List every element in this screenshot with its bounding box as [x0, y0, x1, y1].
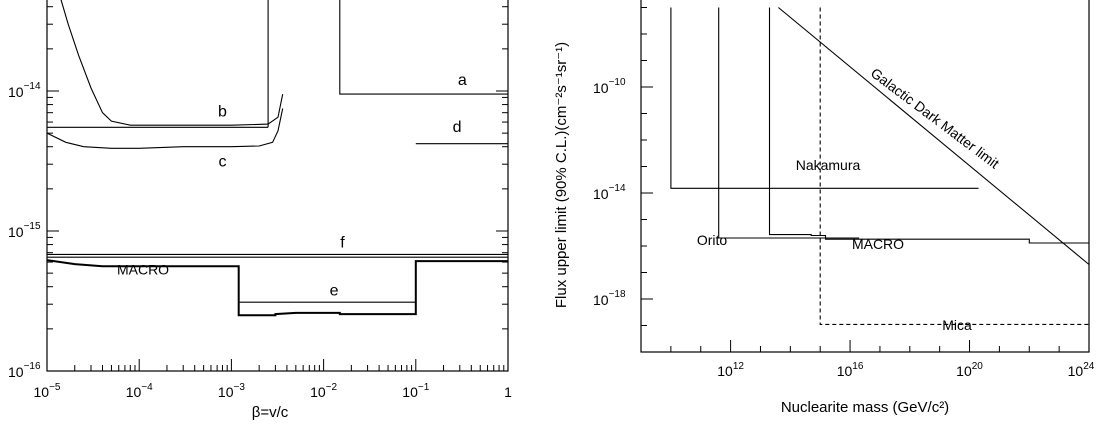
left-y-tick-label: 10−14 — [8, 81, 41, 100]
right-label-mica: Mica — [942, 317, 972, 333]
left-plot-frame — [46, 0, 509, 372]
right-label-galactic-dark-matter-limit: Galactic Dark Matter limit — [868, 65, 1003, 172]
left-series-c-lower — [46, 108, 284, 149]
left-x-tick-label: 1 — [504, 384, 512, 400]
right-x-tick-label: 1020 — [956, 361, 983, 379]
right-y-axis-title: Flux upper limit (90% C.L.)(cm⁻²s⁻¹sr⁻¹) — [553, 42, 570, 308]
left-x-tick-label: 10−1 — [402, 382, 429, 400]
left-x-axis-title: β=v/c — [252, 404, 289, 421]
right-x-tick-label: 1012 — [717, 361, 744, 379]
right-y-tick-label: 10−10 — [593, 77, 626, 96]
left-x-tick-label: 10−3 — [218, 382, 245, 400]
left-label-c: c — [218, 153, 226, 170]
right-x-axis-title: Nuclearite mass (GeV/c²) — [781, 399, 949, 416]
right-x-tick-label: 1016 — [837, 361, 864, 379]
right-series-nakamura — [670, 7, 979, 189]
left-y-tick-label: 10−15 — [8, 221, 41, 240]
left-series-c — [60, 0, 284, 126]
right-plot-frame — [640, 0, 1090, 353]
left-y-tick-label: 10−16 — [8, 361, 41, 380]
left-label-b: b — [218, 103, 227, 120]
right-x-tick-label: 1024 — [1068, 361, 1095, 379]
right-label-macro: MACRO — [852, 236, 904, 252]
right-tick-labels: 1012 1016 1020 1024 10−10 10−14 10−18 — [593, 77, 1095, 379]
left-series-macro — [46, 259, 508, 317]
right-series-mica — [819, 7, 1089, 325]
right-series-orito — [718, 7, 860, 239]
right-label-orito: Orito — [697, 232, 728, 248]
right-series-macro — [768, 7, 1089, 244]
left-tick-marks — [46, 6, 509, 372]
left-label-f: f — [340, 235, 345, 252]
left-label-macro: MACRO — [117, 261, 169, 277]
left-x-tick-label: 10−4 — [126, 382, 153, 400]
left-label-e: e — [330, 283, 339, 300]
right-y-tick-label: 10−18 — [593, 289, 626, 308]
left-x-tick-label: 10−5 — [34, 382, 61, 400]
right-labels-group: Galactic Dark Matter limit Nakamura Orito M… — [697, 65, 1003, 333]
left-label-d: d — [453, 119, 462, 136]
right-y-tick-label: 10−14 — [593, 183, 626, 202]
right-series-galactic-dark-matter-limit — [778, 7, 1090, 265]
right-series-group — [670, 7, 1090, 325]
right-plot-panel: Galactic Dark Matter limit Nakamura Orito M… — [553, 0, 1095, 416]
left-label-a: a — [458, 72, 467, 89]
right-tick-marks — [640, 7, 1090, 353]
left-tick-labels: 10−5 10−4 10−3 10−2 10−1 1 10−16 10−15 10−14 — [8, 81, 512, 400]
left-series-a — [339, 0, 508, 95]
right-label-nakamura: Nakamura — [796, 157, 861, 173]
left-x-tick-label: 10−2 — [310, 382, 337, 400]
left-labels-group: a b c d f e MACRO — [117, 72, 467, 300]
left-series-group — [46, 0, 508, 317]
